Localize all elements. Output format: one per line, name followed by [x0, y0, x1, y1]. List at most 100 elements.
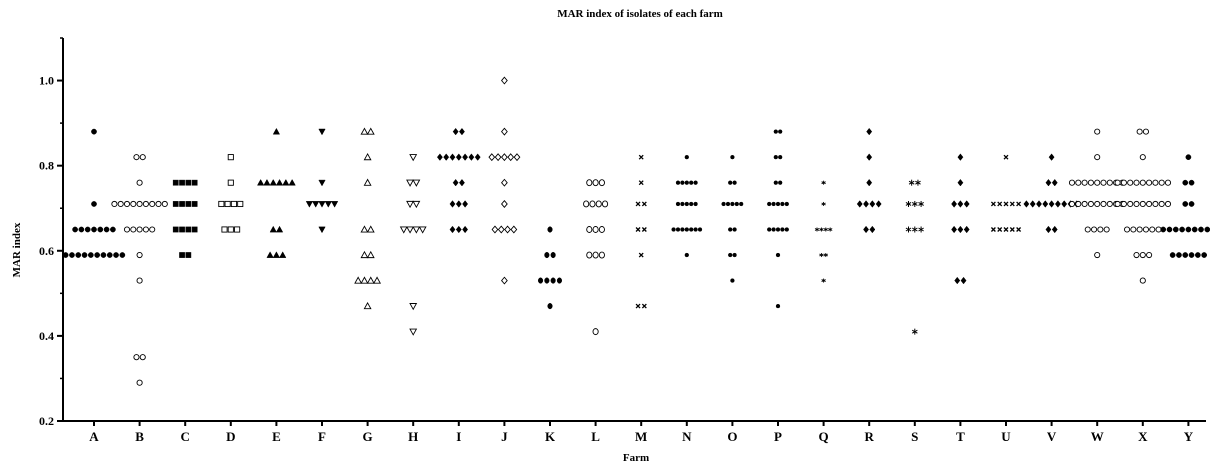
data-point-y	[1182, 252, 1189, 258]
data-point-e	[288, 178, 296, 186]
data-point-y	[1179, 226, 1185, 233]
data-point-p	[778, 180, 783, 185]
data-point-d	[227, 226, 234, 233]
data-point-n	[689, 180, 694, 185]
data-point-i	[455, 225, 462, 234]
data-point-m	[635, 303, 641, 309]
data-point-e	[269, 178, 277, 186]
data-point-f	[312, 201, 320, 208]
data-point-j	[507, 153, 515, 162]
x-ticks: A B C D E F G H I J K L M N O P Q R S T U V W X Y	[89, 421, 1194, 444]
data-point-v	[1051, 225, 1058, 234]
data-point-c	[172, 201, 179, 207]
data-point-w	[1075, 200, 1082, 208]
data-point-q	[821, 278, 826, 283]
data-point-q	[819, 253, 824, 258]
data-point-j	[497, 225, 505, 234]
data-point-c	[185, 201, 192, 207]
data-point-m	[641, 227, 647, 232]
data-point-p	[784, 201, 789, 207]
data-point-b	[136, 251, 143, 259]
data-point-v	[1023, 200, 1030, 208]
data-point-q	[823, 227, 829, 232]
data-point-a	[81, 252, 88, 258]
data-point-l	[592, 328, 599, 336]
data-point-y	[1195, 252, 1201, 258]
data-point-a	[106, 252, 113, 258]
x-tick-label: P	[774, 429, 782, 444]
y-axis-label: MAR index	[11, 222, 23, 277]
data-point-r	[875, 200, 882, 208]
data-point-e	[257, 178, 265, 186]
data-point-q	[823, 253, 829, 258]
data-point-y	[1185, 154, 1192, 161]
data-point-o	[730, 201, 735, 207]
data-point-g	[360, 225, 369, 233]
data-point-l	[583, 200, 590, 208]
data-point-b	[149, 226, 156, 233]
x-axis-label: Farm	[623, 452, 649, 464]
data-point-p	[775, 303, 781, 309]
data-point-a	[88, 252, 94, 258]
data-point-o	[732, 180, 737, 185]
data-point-i	[443, 153, 450, 161]
data-point-w	[1084, 226, 1091, 233]
data-point-m	[638, 180, 644, 186]
data-point-d	[218, 200, 225, 208]
data-point-v	[1036, 200, 1042, 208]
data-point-x	[1158, 200, 1165, 208]
data-point-l	[595, 200, 602, 208]
data-point-n	[675, 201, 681, 207]
data-point-o	[732, 227, 737, 232]
data-point-j	[501, 127, 508, 136]
data-point-q	[814, 227, 820, 232]
data-point-n	[675, 227, 681, 232]
data-point-a	[94, 252, 101, 258]
data-point-v	[1054, 200, 1061, 208]
data-point-p	[767, 201, 772, 207]
data-point-w	[1100, 200, 1107, 208]
data-point-p	[778, 129, 783, 134]
data-point-w	[1106, 200, 1113, 208]
data-point-b	[133, 354, 140, 361]
data-point-w	[1068, 200, 1076, 208]
data-point-m	[638, 154, 644, 160]
data-point-p	[771, 201, 776, 207]
data-point-k	[544, 251, 550, 259]
data-point-p	[775, 201, 781, 207]
data-point-n	[693, 201, 698, 207]
data-point-h	[409, 303, 418, 311]
data-point-h	[406, 200, 415, 209]
data-point-j	[491, 225, 499, 234]
data-point-n	[693, 180, 698, 185]
data-point-s	[918, 226, 924, 233]
data-point-g	[354, 276, 363, 284]
data-point-g	[363, 178, 372, 186]
x-tick-label: C	[181, 429, 190, 444]
data-point-x	[1158, 179, 1165, 186]
data-point-b	[142, 200, 149, 208]
data-point-b	[136, 179, 143, 186]
x-tick-label: O	[727, 429, 737, 444]
data-point-e	[279, 251, 287, 258]
data-point-r	[866, 178, 873, 187]
data-point-x	[1142, 226, 1149, 233]
data-point-y	[1188, 179, 1195, 186]
data-point-n	[689, 227, 694, 232]
data-point-r	[856, 200, 863, 208]
y-ticks: 0.2 0.4 0.6 0.8 1.0	[39, 37, 63, 428]
data-point-d	[230, 200, 238, 208]
data-point-d	[227, 179, 234, 186]
data-point-x	[1146, 251, 1153, 259]
data-point-j	[504, 225, 511, 234]
data-point-n	[680, 227, 685, 232]
data-point-y	[1182, 179, 1189, 186]
data-point-n	[671, 227, 676, 232]
data-point-x	[1152, 179, 1159, 186]
data-point-c	[179, 201, 185, 207]
data-point-v	[1048, 200, 1055, 208]
data-point-w	[1087, 179, 1094, 186]
data-point-o	[721, 201, 726, 207]
data-point-x	[1114, 200, 1121, 208]
data-point-e	[269, 225, 277, 233]
